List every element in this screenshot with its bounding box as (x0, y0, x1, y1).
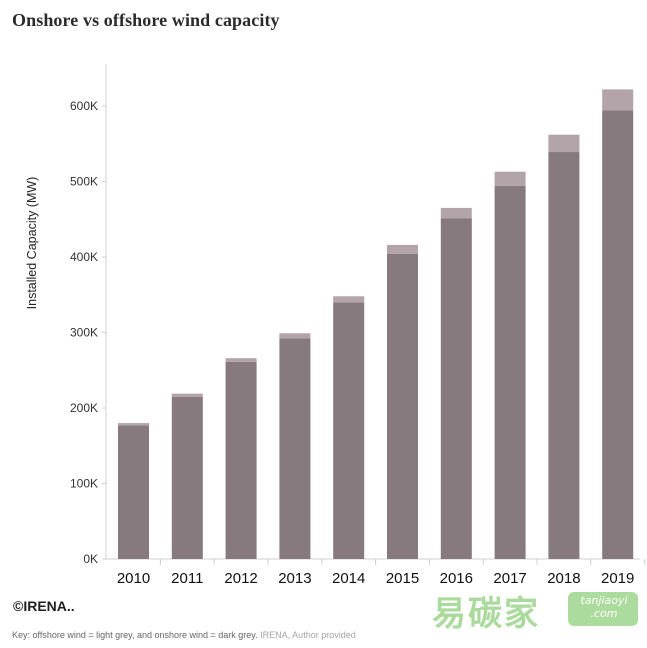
y-tick-label: 400K (70, 250, 98, 264)
bar-onshore (333, 302, 365, 559)
watermark-text: 易碳家 (432, 594, 540, 634)
y-axis-label: Installed Capacity (MW) (25, 177, 39, 310)
x-tick-label: 2019 (601, 570, 634, 587)
bar-offshore (118, 423, 149, 426)
bar-onshore (548, 152, 580, 559)
x-tick-label: 2018 (547, 570, 580, 587)
bar-onshore (602, 110, 634, 559)
x-tick-label: 2010 (117, 570, 150, 587)
y-tick-label: 600K (70, 99, 98, 113)
caption-key: Key: offshore wind = light grey, and ons… (12, 630, 258, 640)
bar-onshore (118, 425, 149, 559)
bar-onshore (494, 186, 526, 559)
bar-chart: 0K 100K 200K 300K 400K 500K 600K Installed Capa… (25, 64, 646, 587)
x-tick-label: 2016 (440, 570, 473, 587)
bar-offshore (387, 244, 418, 254)
bar-offshore (602, 89, 634, 111)
bar-onshore (440, 218, 472, 559)
watermark-badge (568, 592, 638, 626)
y-tick-label: 200K (70, 401, 98, 415)
bar-onshore (387, 253, 418, 560)
chart-title: Onshore vs offshore wind capacity (12, 10, 280, 30)
y-tick-label: 500K (70, 175, 98, 189)
x-tick-label: 2015 (386, 570, 419, 587)
y-tick-label: 100K (70, 477, 98, 491)
bar-offshore (225, 358, 257, 362)
caption-source: IRENA, Author provided (260, 630, 356, 640)
bar-offshore (440, 207, 472, 219)
bar-onshore (171, 396, 203, 559)
x-tick-label: 2017 (493, 570, 526, 587)
y-tick-label: 300K (70, 326, 98, 340)
x-tick-label: 2011 (171, 570, 203, 587)
caption: Key: offshore wind = light grey, and ons… (12, 630, 356, 640)
x-tick-label: 2014 (332, 570, 365, 587)
x-tick-label: 2012 (224, 570, 257, 587)
watermark-url: tanjiaoyi .com (580, 594, 628, 620)
bar-offshore (548, 134, 580, 153)
bar-onshore (279, 338, 311, 559)
bar-offshore (333, 296, 365, 303)
bar-onshore (225, 361, 257, 559)
bar-offshore (171, 393, 203, 397)
credit-label: ©IRENA.. (13, 598, 75, 614)
bar-offshore (279, 333, 311, 339)
watermark-logo: 易碳家 tanjiaoyi .com (432, 586, 642, 636)
y-tick-label: 0K (83, 552, 98, 566)
x-tick-label: 2013 (278, 570, 311, 587)
bar-offshore (494, 171, 526, 187)
